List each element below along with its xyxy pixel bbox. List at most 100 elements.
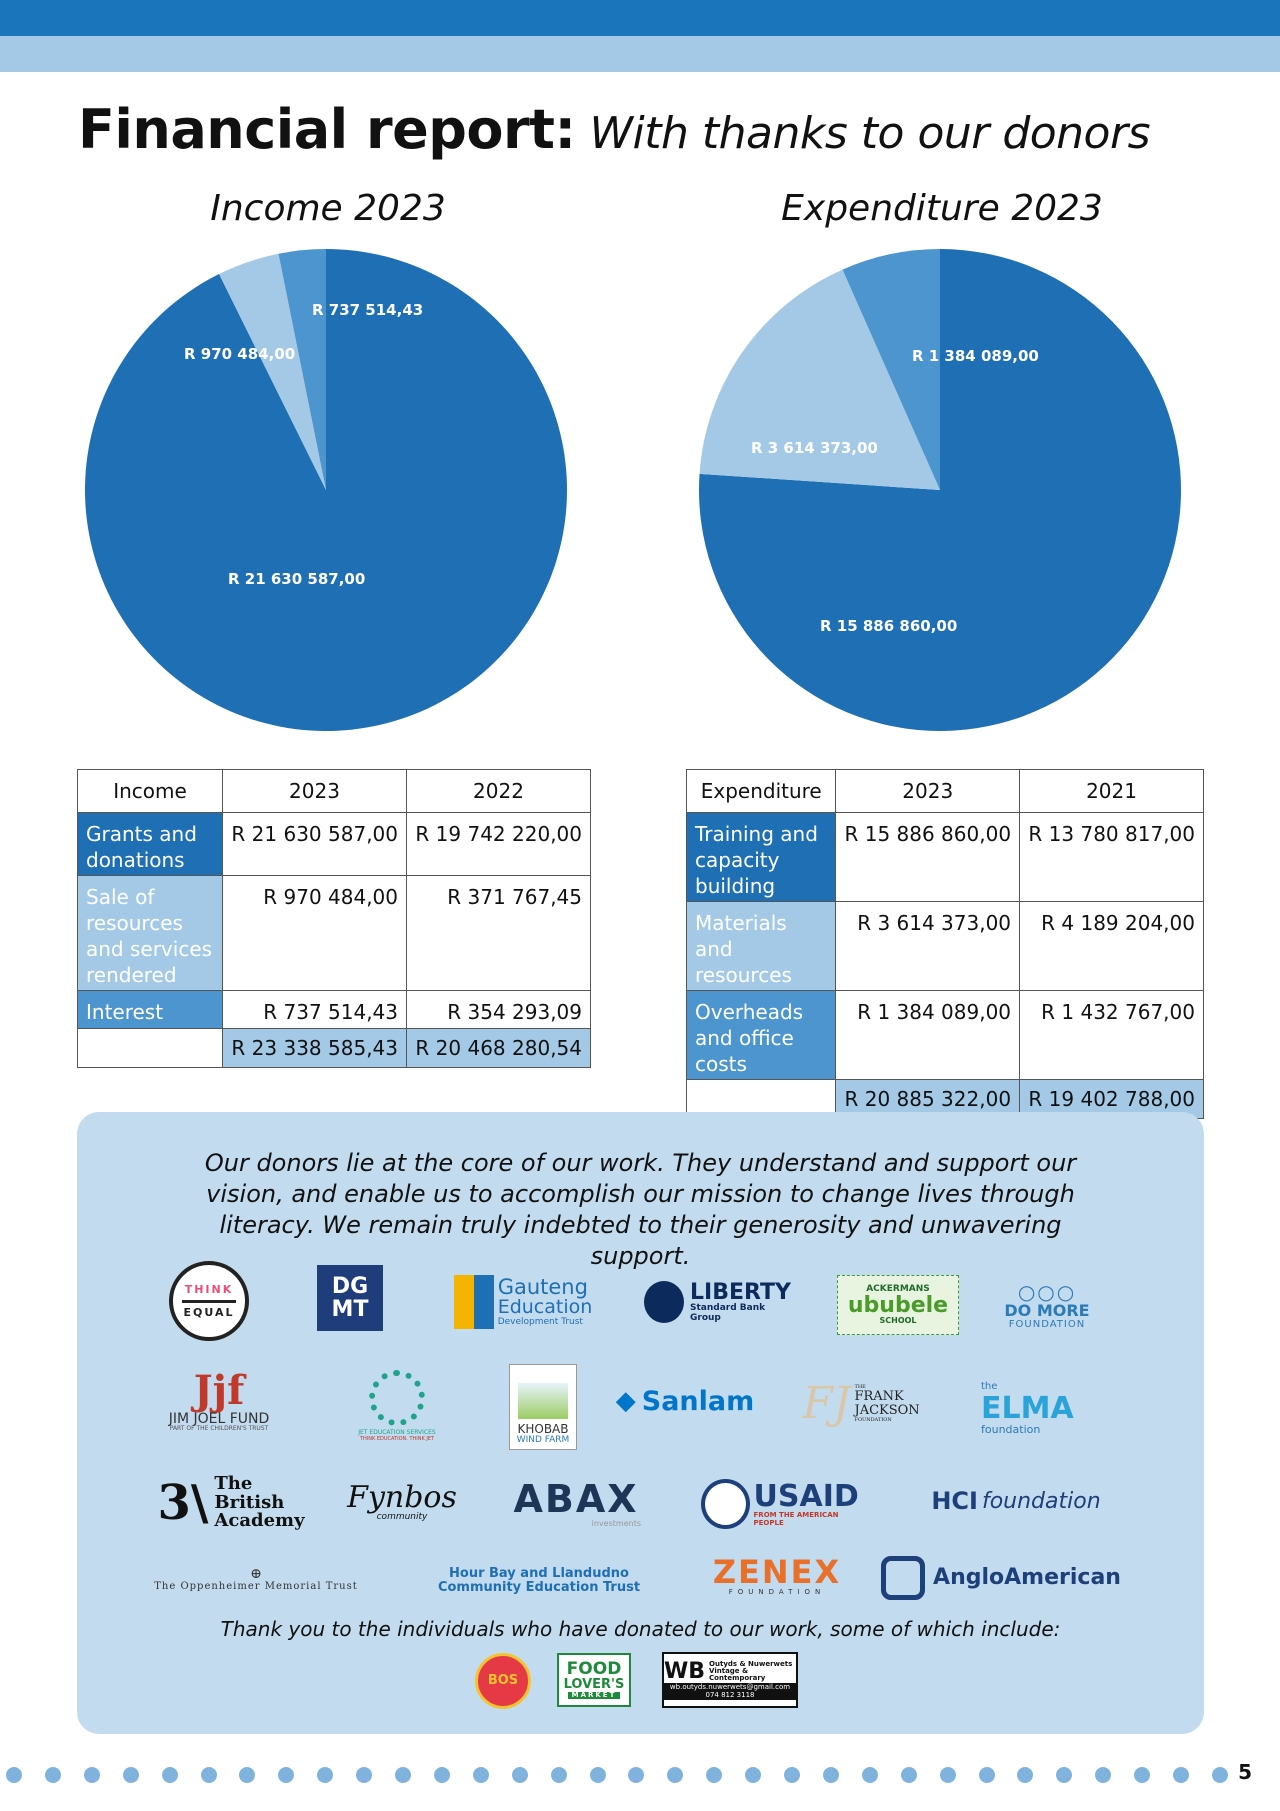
wind-turbine-icon — [518, 1382, 568, 1419]
footer-dot — [861, 1767, 878, 1783]
table-header-row: Expenditure 2023 2021 — [685, 769, 1204, 813]
footer-dot — [239, 1767, 256, 1783]
footer-dot — [161, 1767, 178, 1783]
logo-text: HCI — [931, 1487, 978, 1516]
logo-text: Development Trust — [497, 1317, 583, 1328]
logo-text: PART OF THE CHILDREN'S TRUST — [169, 1425, 269, 1433]
logo-text: Gauteng — [497, 1275, 588, 1300]
logo-text: JET EDUCATION SERVICES — [358, 1429, 436, 1437]
logo-text: wb.outyds.nuwerwets@gmail.com — [669, 1683, 791, 1692]
table-header-row: Income 2023 2022 — [76, 769, 591, 813]
header-subband — [0, 36, 1280, 72]
gauteng-icon — [453, 1275, 494, 1329]
anglo-american-emblem-icon — [881, 1556, 926, 1600]
total-2023: R 23 338 585,43 — [222, 1028, 407, 1068]
logo-text: The — [214, 1472, 253, 1494]
food-lovers-market-logo: FOOD LOVER'S MARKET — [557, 1653, 631, 1707]
footer-dot — [589, 1767, 606, 1783]
row-label: Materials and resources — [685, 901, 837, 991]
value-2023: R 21 630 587,00 — [222, 812, 407, 876]
logo-text: foundation — [981, 1423, 1041, 1437]
income-chart-title: Income 2023 — [210, 188, 446, 229]
table-row: Grants and donations R 21 630 587,00 R 1… — [76, 812, 591, 876]
title-italic: With thanks to our donors — [589, 108, 1151, 159]
footer-dot — [550, 1767, 567, 1783]
value-prev: R 354 293,09 — [406, 990, 591, 1029]
logo-text: AngloAmerican — [933, 1565, 1121, 1591]
british-academy-logo: 3\ The British Academy — [155, 1474, 307, 1532]
pie-slice-label: R 1 384 089,00 — [912, 347, 1039, 365]
jet-education-logo: JET EDUCATION SERVICES THINK EDUCATION. … — [345, 1364, 449, 1448]
divider — [182, 1299, 236, 1303]
total-label-empty — [76, 1028, 224, 1068]
table-header: Expenditure — [685, 769, 837, 813]
logo-text: ABAX — [513, 1476, 639, 1521]
table-row: Materials and resources R 3 614 373,00 R… — [685, 901, 1204, 991]
logo-text: FOUNDATION — [1008, 1318, 1086, 1330]
logo-text: LOVER'S — [563, 1677, 625, 1693]
footer-dot — [1173, 1767, 1189, 1783]
row-label: Overheads and office costs — [685, 990, 837, 1080]
pie-slice-label: R 15 886 860,00 — [820, 617, 957, 635]
value-2023: R 1 384 089,00 — [835, 990, 1021, 1080]
value-prev: R 371 767,45 — [406, 875, 591, 991]
table-row: Interest R 737 514,43 R 354 293,09 — [76, 990, 591, 1029]
footer-dot — [822, 1767, 839, 1783]
footer-dot — [706, 1767, 723, 1783]
footer-dot — [1017, 1767, 1034, 1783]
logo-text: Hour Bay and Llandudno Community Educati… — [437, 1566, 641, 1595]
pie-slice-label: R 21 630 587,00 — [228, 570, 365, 588]
footer-dot — [978, 1767, 995, 1783]
value-prev: R 4 189 204,00 — [1019, 901, 1204, 991]
value-2023: R 3 614 373,00 — [835, 901, 1021, 991]
table-header: 2022 — [406, 769, 591, 813]
value-prev: R 1 432 767,00 — [1019, 990, 1204, 1080]
pie-slice-label: R 737 514,43 — [312, 301, 423, 319]
row-label: Interest — [76, 990, 224, 1029]
elma-foundation-logo: the ELMA foundation — [981, 1374, 1091, 1444]
logo-text: MARKET — [567, 1691, 621, 1700]
expenditure-chart-title: Expenditure 2023 — [781, 188, 1103, 229]
liberty-logo: LIBERTY Standard Bank Group — [644, 1279, 794, 1325]
oppenheimer-memorial-trust-logo: ⊕ The Oppenheimer Memorial Trust — [149, 1560, 363, 1600]
donor-statement: Our donors lie at the core of our work. … — [204, 1149, 1077, 1270]
value-prev: R 13 780 817,00 — [1019, 812, 1204, 902]
logo-text: BOS — [487, 1673, 519, 1689]
usaid-seal-icon — [701, 1479, 750, 1529]
pie-slice-label: R 3 614 373,00 — [751, 439, 878, 457]
page-number: 5 — [1238, 1760, 1252, 1784]
footer-dot — [784, 1767, 800, 1783]
logo-text: WIND FARM — [516, 1434, 570, 1445]
individual-donors-thanks: Thank you to the individuals who have do… — [220, 1617, 1061, 1641]
logo-text-group: Outyds & Nuwerwets Vintage & Contemporar… — [709, 1660, 796, 1683]
logo-text: 074 812 3118 — [705, 1690, 755, 1699]
logo-text: SCHOOL — [879, 1316, 917, 1326]
income-table: Income 2023 2022 Grants and donations R … — [76, 769, 591, 1068]
row-label: Sale of resources and services rendered — [76, 875, 224, 991]
anglo-american-logo: AngloAmerican — [881, 1554, 1121, 1602]
logo-text: Academy — [214, 1510, 305, 1532]
khobab-wind-farm-logo: KHOBAB WIND FARM — [509, 1364, 577, 1450]
logo-text: ububele — [847, 1292, 949, 1318]
pie-slice — [219, 253, 326, 490]
footer-dot — [317, 1767, 334, 1783]
expenditure-pie-chart: R 15 886 860,00 R 3 614 373,00 R 1 384 089… — [699, 249, 1181, 731]
jet-swirl-icon — [369, 1370, 425, 1427]
page-title: Financial report: With thanks to our dono… — [78, 98, 1151, 161]
wb-top-row: WB Outyds & Nuwerwets Vintage & Contempo… — [664, 1660, 796, 1683]
footer-dot — [356, 1767, 373, 1783]
logo-text: investments — [591, 1518, 641, 1528]
logo-text: Sanlam — [641, 1385, 755, 1417]
income-pie-chart: R 21 630 587,00 R 970 484,00 R 737 514,43 — [85, 249, 567, 731]
logo-text-group: USAID FROM THE AMERICAN PEOPLE — [754, 1481, 867, 1527]
logo-text: ZENEX — [712, 1552, 842, 1591]
footer-dot — [44, 1767, 61, 1783]
footer-dot — [1211, 1767, 1228, 1783]
jim-joel-fund-logo: Jjf JIM JOEL FUND PART OF THE CHILDREN'S… — [163, 1358, 275, 1444]
logo-text: KHOBAB — [517, 1421, 569, 1436]
table-row: Sale of resources and services rendered … — [76, 875, 591, 991]
gauteng-education-logo: Gauteng Education Development Trust — [449, 1272, 597, 1332]
footer-dot — [433, 1767, 450, 1783]
footer-dot — [939, 1767, 956, 1783]
hour-bay-llandudno-trust-logo: Hour Bay and Llandudno Community Educati… — [429, 1562, 649, 1600]
